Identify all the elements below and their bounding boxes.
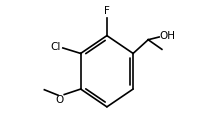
Text: Cl: Cl: [50, 42, 61, 52]
Text: O: O: [55, 95, 63, 105]
Text: F: F: [104, 6, 110, 16]
Text: OH: OH: [160, 31, 176, 41]
